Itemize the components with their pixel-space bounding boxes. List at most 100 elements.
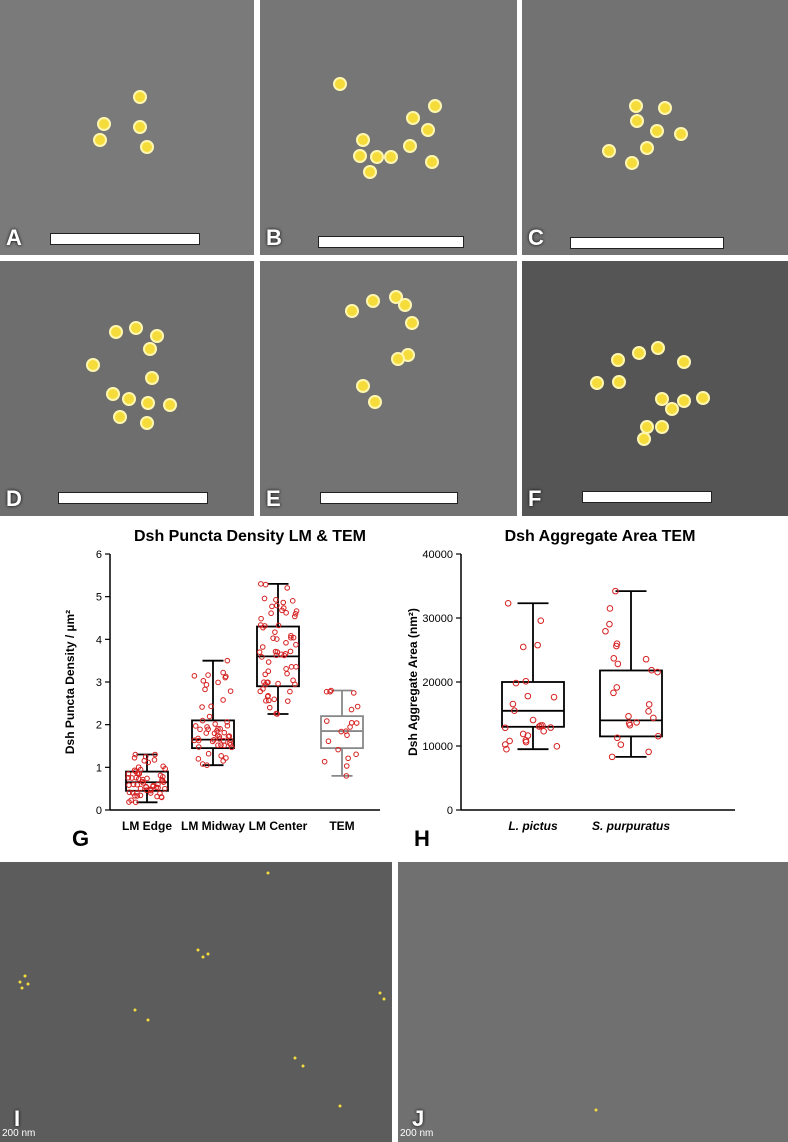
data-point [283,609,289,616]
x-category-label: L. pictus [508,819,558,833]
data-point [202,686,208,693]
micrograph-c-image [522,0,788,255]
y-axis-label: Dsh Aggregate Area (nm²) [406,608,420,756]
data-point [353,720,360,726]
y-tick-label: 0 [96,805,102,817]
scale-bar-c [570,237,724,249]
data-point [257,688,264,695]
micrograph-a-image [0,0,254,255]
data-point [256,649,263,655]
chart-h-title: Dsh Aggregate Area TEM [504,528,696,545]
data-point [283,639,289,646]
data-point [547,724,554,731]
data-point [323,688,330,695]
data-point [134,770,141,777]
x-category-label: LM Midway [181,819,245,833]
data-point [612,587,619,595]
panel-label-h: H [414,826,430,851]
data-point [273,596,279,603]
data-point [354,703,361,710]
micrograph-panel-f: F [522,261,788,516]
data-point [293,608,300,614]
data-point [261,679,267,685]
data-point [214,732,221,739]
y-tick-label: 6 [96,549,102,561]
data-point [625,713,632,720]
dsh-dots-i [18,871,386,1108]
data-point [503,745,510,753]
panel-label-e: E [266,486,281,511]
data-point [654,732,662,740]
box-iqr [501,681,565,728]
data-point [524,692,532,700]
data-point [278,651,285,658]
data-point [501,741,509,748]
data-point [602,627,609,635]
data-point [125,774,132,781]
data-point [132,751,139,758]
y-tick-label: 30000 [422,613,453,625]
data-point [199,704,205,710]
data-point [343,773,350,779]
data-point [131,767,138,774]
data-point [610,655,618,662]
data-point [197,726,203,733]
data-point [275,680,281,687]
scale-text-i: 200 nm [2,1128,36,1139]
data-point [272,629,278,635]
data-point [259,644,266,650]
box-iqr [125,770,169,792]
y-tick-label: 4 [96,634,102,646]
data-point [288,664,295,670]
data-point [259,654,265,660]
data-point [211,736,217,743]
data-point [343,728,349,734]
dsh-dots-c [602,99,688,170]
panel-label-j: J [412,1106,425,1131]
data-point [626,721,634,729]
data-point [325,738,332,745]
data-point [134,781,140,788]
data-point [535,723,543,730]
data-point [143,783,149,790]
y-tick-label: 0 [447,805,453,817]
data-point [200,677,207,684]
y-tick-label: 40000 [422,549,453,561]
data-point [321,758,328,765]
chart-g-title: Dsh Puncta Density LM & TEM [133,528,367,545]
data-point [512,679,520,687]
box-iqr [191,719,235,750]
y-axis-label: Dsh Puncta Density / µm² [63,610,77,754]
data-point [224,719,230,725]
scale-bar-f [582,491,712,503]
data-point [162,785,168,792]
data-point [129,790,136,796]
y-tick-label: 20000 [422,677,453,689]
micrograph-panel-a: A [0,0,254,255]
data-point [645,701,653,708]
data-point [227,741,234,748]
data-point [145,759,152,766]
data-point [192,723,199,729]
data-point [654,668,661,676]
data-point [650,714,657,722]
data-point [223,673,229,680]
data-point [292,611,299,617]
panel-label-d: D [6,486,22,511]
data-point [152,751,158,758]
data-point [220,697,226,703]
data-point [266,704,273,711]
data-point [195,744,202,750]
data-point [270,635,276,641]
scale-bar-b [318,236,464,248]
data-point [292,613,298,620]
data-point [132,799,139,806]
box-iqr [320,715,364,750]
data-point [529,716,537,724]
data-point [506,737,513,745]
data-point [642,655,650,663]
data-point [645,708,652,715]
data-point [347,724,353,730]
data-point [614,734,621,742]
data-point [327,688,333,695]
